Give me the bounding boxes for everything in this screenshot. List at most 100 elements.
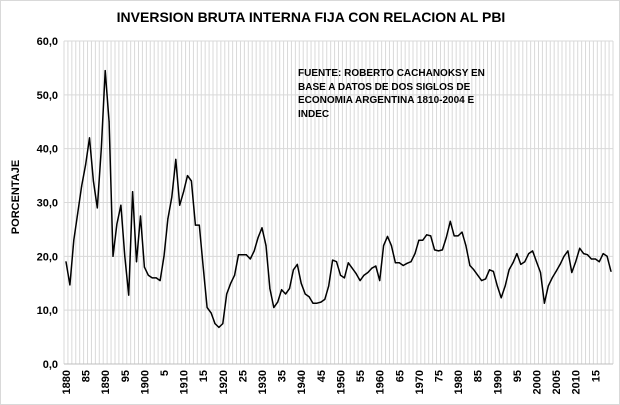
data-point — [582, 253, 585, 255]
data-point — [430, 235, 432, 237]
data-point — [92, 180, 95, 182]
data-point — [335, 261, 338, 263]
data-point — [65, 261, 67, 263]
data-point — [406, 262, 408, 264]
data-point — [477, 274, 479, 276]
data-point — [465, 244, 467, 247]
data-point — [414, 253, 416, 255]
data-point — [135, 261, 138, 263]
data-point — [371, 267, 373, 269]
x-tick-label: 1960 — [375, 370, 387, 394]
data-point — [453, 235, 455, 237]
data-point — [233, 274, 236, 276]
data-point — [332, 259, 334, 261]
data-point — [214, 323, 216, 325]
data-point — [167, 218, 169, 220]
chart-title: INVERSION BRUTA INTERNA FIJA CON RELACIO… — [116, 9, 506, 25]
data-point — [500, 297, 502, 299]
data-point — [88, 137, 91, 139]
data-point — [610, 270, 612, 273]
data-point — [284, 293, 287, 295]
data-point — [312, 302, 314, 304]
data-point — [128, 294, 130, 296]
data-point — [571, 271, 573, 274]
data-point — [116, 223, 118, 225]
data-point — [488, 269, 491, 271]
data-point — [598, 261, 600, 263]
data-point — [367, 271, 369, 274]
data-point — [606, 255, 608, 257]
data-point — [296, 263, 298, 266]
data-point — [575, 261, 577, 263]
data-point — [504, 285, 506, 287]
data-point — [457, 235, 459, 237]
y-tick-label: 60,0 — [37, 36, 58, 48]
y-tick-label: 30,0 — [37, 198, 58, 210]
data-point — [273, 306, 275, 309]
data-point — [194, 224, 196, 226]
data-point — [492, 270, 494, 273]
x-tick-label: 75 — [433, 370, 445, 382]
data-point — [132, 191, 134, 193]
data-point — [382, 244, 385, 247]
data-point — [308, 296, 310, 298]
data-point — [253, 250, 255, 252]
data-point — [559, 263, 561, 266]
data-point — [171, 196, 173, 198]
data-point — [351, 267, 353, 269]
data-point — [379, 279, 381, 282]
data-point — [461, 231, 463, 233]
data-point — [112, 255, 114, 257]
x-tick-label: 85 — [81, 370, 93, 382]
data-point — [520, 263, 522, 266]
data-point — [602, 253, 604, 255]
data-point — [100, 148, 102, 150]
y-tick-label: 50,0 — [37, 90, 58, 102]
data-point — [261, 227, 263, 229]
data-point — [567, 250, 569, 252]
data-point — [339, 274, 342, 276]
x-tick-label: 15 — [198, 370, 210, 382]
x-tick-label: 95 — [512, 370, 524, 382]
data-point — [237, 254, 240, 256]
data-point — [316, 302, 318, 304]
data-point — [386, 235, 389, 238]
data-point — [190, 180, 193, 182]
data-point — [120, 204, 122, 206]
data-point — [151, 277, 153, 279]
data-point — [512, 262, 514, 264]
data-point — [508, 269, 510, 271]
data-point — [398, 262, 400, 264]
data-point — [437, 250, 440, 252]
x-tick-label: 1950 — [335, 370, 347, 394]
data-point — [422, 239, 424, 241]
data-point — [124, 255, 126, 257]
data-point — [328, 285, 330, 287]
data-point — [257, 236, 259, 239]
x-tick-label: 15 — [590, 370, 602, 382]
data-point — [555, 270, 557, 273]
data-point — [300, 282, 302, 284]
data-point — [390, 244, 393, 247]
data-point — [202, 266, 204, 268]
data-point — [535, 261, 538, 263]
data-point — [288, 288, 291, 290]
data-point — [484, 278, 487, 280]
data-point — [183, 191, 185, 193]
data-point — [206, 306, 208, 309]
data-point — [363, 274, 365, 276]
data-point — [410, 261, 412, 263]
x-tick-label: 65 — [394, 370, 406, 382]
data-point — [551, 277, 553, 279]
data-point — [481, 279, 483, 282]
data-point — [175, 158, 177, 161]
data-point — [496, 285, 498, 287]
data-point — [210, 312, 212, 314]
data-point — [402, 264, 404, 267]
data-point — [108, 121, 110, 123]
data-point — [241, 254, 244, 256]
x-tick-label: 35 — [277, 370, 289, 382]
data-point — [441, 249, 444, 251]
